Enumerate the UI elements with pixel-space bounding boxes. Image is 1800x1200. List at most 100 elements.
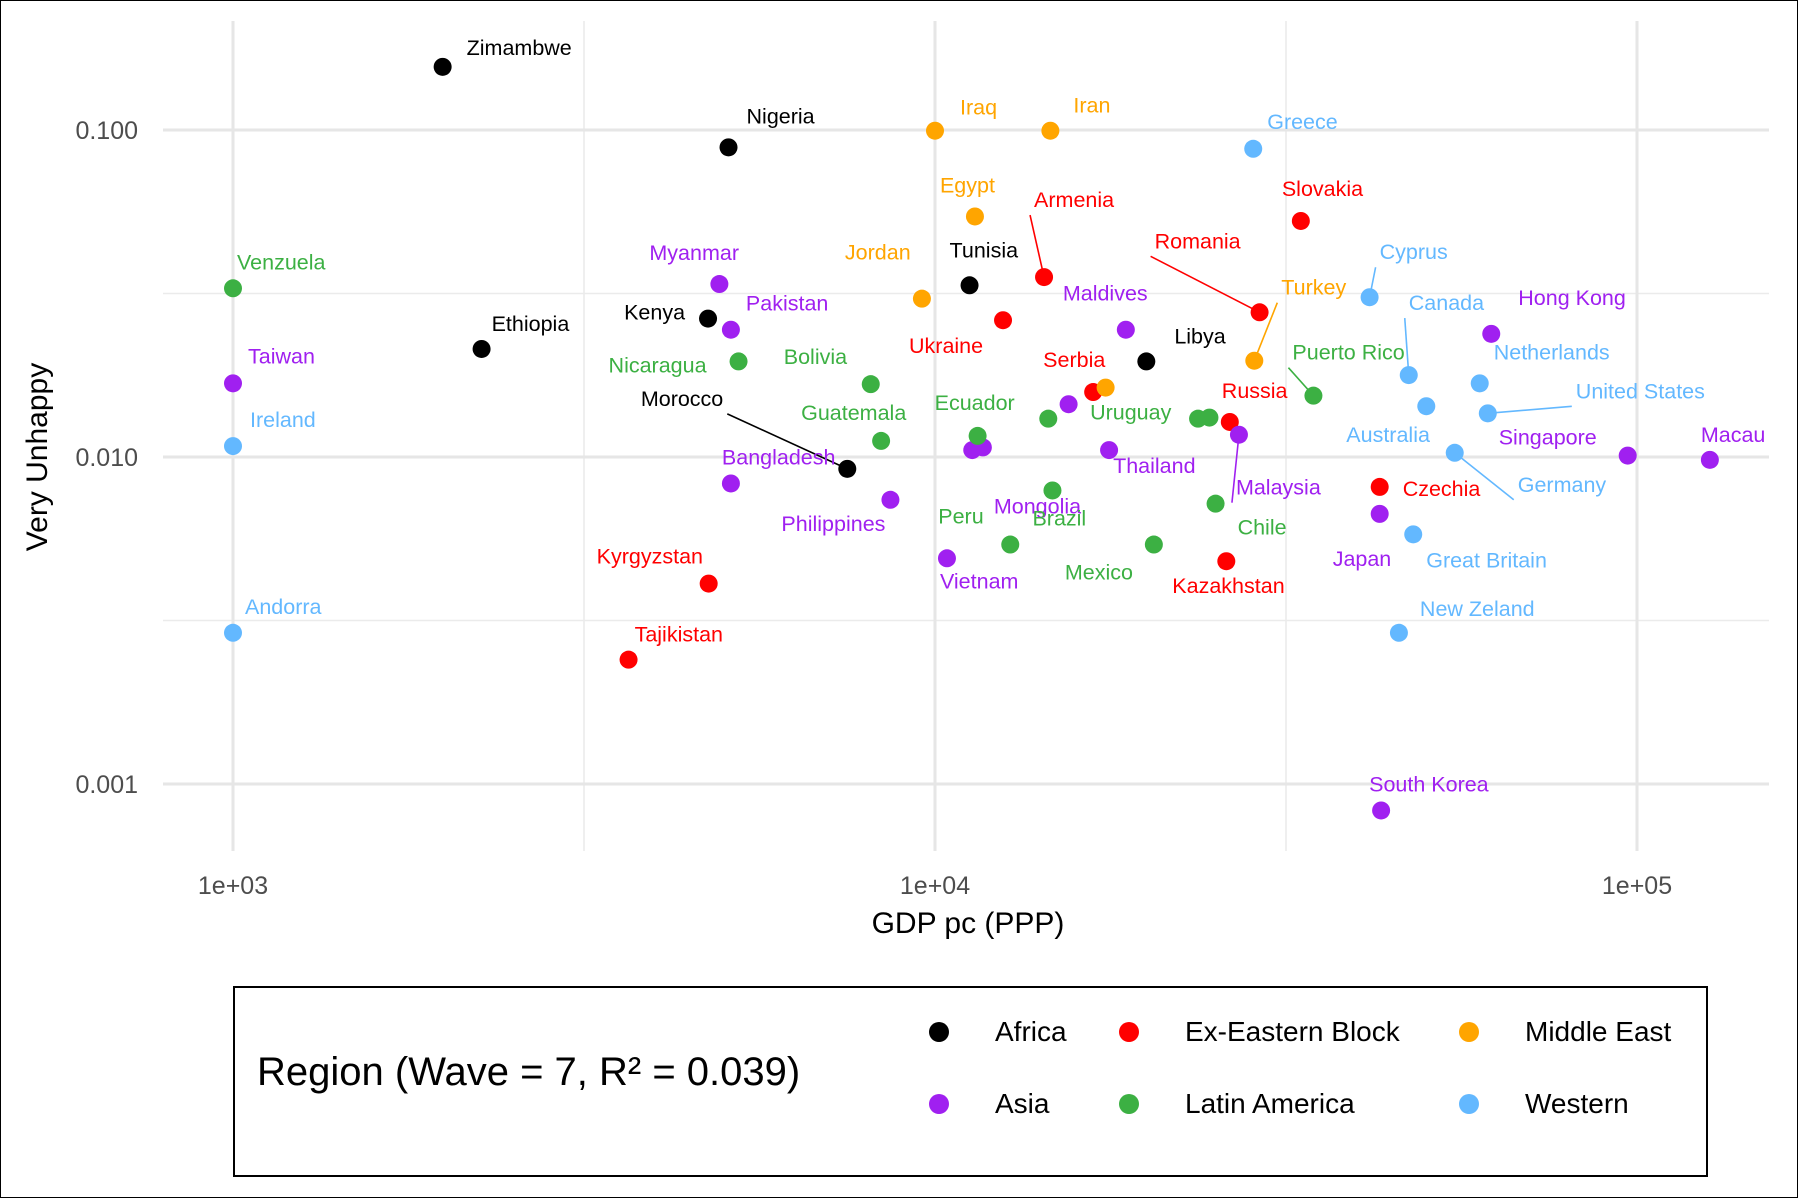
- legend-item-ex-eastern-block: Ex-Eastern Block: [1119, 1012, 1400, 1052]
- point-pakistan: [721, 320, 740, 339]
- point-chile: [1206, 494, 1225, 513]
- point-netherlands: [1470, 374, 1489, 393]
- point-puerto-rico: [1304, 386, 1323, 405]
- legend-label-latin-america: Latin America: [1185, 1088, 1355, 1119]
- label-pakistan: Pakistan: [746, 292, 828, 316]
- point-taiwan: [224, 374, 242, 393]
- x-tick-label: 1e+04: [900, 872, 970, 900]
- grid-major: [163, 21, 1769, 851]
- legend-item-latin-america: Latin America: [1119, 1084, 1355, 1124]
- label-puerto-rico: Puerto Rico: [1292, 341, 1404, 365]
- point-jordan: [912, 289, 931, 308]
- label-netherlands: Netherlands: [1494, 340, 1610, 364]
- point-united-states: [1478, 404, 1497, 423]
- label-zimambwe: Zimambwe: [467, 36, 572, 60]
- label-ukraine: Ukraine: [909, 334, 983, 358]
- point-turkey: [1245, 351, 1264, 370]
- point-iraq: [926, 121, 944, 140]
- point-new-zeland: [1389, 623, 1408, 642]
- point-australia: [1417, 397, 1436, 416]
- legend: Region (Wave = 7, R² = 0.039) Africa Ex-…: [233, 986, 1708, 1177]
- label-bolivia: Bolivia: [784, 345, 847, 369]
- point-libya: [1137, 352, 1156, 371]
- point-thailand: [1100, 441, 1119, 460]
- label-ethiopia: Ethiopia: [492, 312, 570, 336]
- point-asia: [1059, 395, 1078, 414]
- point-kenya: [699, 309, 718, 328]
- label-philippines: Philippines: [781, 512, 885, 536]
- data-points: [224, 57, 1719, 820]
- point-armenia: [1035, 268, 1054, 287]
- point-romania: [1250, 303, 1269, 322]
- x-tick-label: 1e+05: [1602, 872, 1672, 900]
- label-tajikistan: Tajikistan: [635, 623, 723, 647]
- point-brazil: [1043, 481, 1062, 500]
- point-egypt: [965, 207, 984, 226]
- label-great-britain: Great Britain: [1426, 548, 1547, 572]
- label-south-korea: South Korea: [1369, 772, 1489, 796]
- label-mongolia: Mongolia: [994, 494, 1081, 518]
- label-jordan: Jordan: [845, 241, 911, 265]
- point-ecuador: [968, 426, 987, 445]
- point-germany: [1445, 443, 1464, 462]
- leader-morocco: [726, 413, 848, 470]
- point-kazakhstan: [1217, 552, 1236, 571]
- point-middle-east: [1096, 378, 1115, 397]
- point-guatemala: [872, 431, 891, 450]
- point-czechia: [1370, 477, 1389, 496]
- label-czechia: Czechia: [1403, 477, 1481, 501]
- point-cyprus: [1360, 288, 1379, 307]
- label-russia: Russia: [1222, 379, 1288, 403]
- label-uruguay: Uruguay: [1090, 401, 1172, 425]
- legend-item-middle-east: Middle East: [1459, 1012, 1671, 1052]
- point-tunisia: [960, 276, 979, 295]
- label-ecuador: Ecuador: [935, 391, 1015, 415]
- leader-armenia: [1029, 214, 1045, 278]
- label-libya: Libya: [1174, 324, 1225, 348]
- y-axis-title: Very Unhappy: [21, 363, 54, 551]
- label-guatemala: Guatemala: [801, 401, 906, 425]
- point-japan: [1370, 504, 1389, 523]
- x-axis-ticks: 1e+03 1e+04 1e+05: [198, 872, 1672, 900]
- label-mexico: Mexico: [1065, 561, 1133, 585]
- point-mexico: [1144, 535, 1163, 554]
- label-germany: Germany: [1518, 473, 1607, 497]
- label-canada: Canada: [1409, 291, 1484, 315]
- point-morocco: [838, 459, 857, 478]
- leader-canada: [1403, 318, 1410, 376]
- label-egypt: Egypt: [940, 173, 995, 197]
- point-ukraine: [994, 311, 1013, 330]
- label-greece: Greece: [1267, 110, 1338, 134]
- label-maldives: Maldives: [1063, 282, 1148, 306]
- legend-label-africa: Africa: [995, 1016, 1067, 1047]
- point-south-korea: [1372, 801, 1391, 820]
- label-armenia: Armenia: [1034, 188, 1114, 212]
- point-maldives: [1116, 320, 1135, 339]
- point-bangladesh: [721, 474, 740, 493]
- label-bangladesh: Bangladesh: [722, 445, 836, 469]
- label-taiwan: Taiwan: [248, 344, 315, 368]
- leader-romania: [1150, 255, 1260, 314]
- y-axis-ticks: 0.001 0.010 0.100: [75, 117, 138, 799]
- label-turkey: Turkey: [1281, 276, 1346, 300]
- x-tick-label: 1e+03: [198, 872, 268, 900]
- label-kyrgyzstan: Kyrgyzstan: [597, 545, 703, 569]
- label-romania: Romania: [1155, 229, 1241, 253]
- label-new-zeland: New Zeland: [1420, 597, 1535, 621]
- legend-item-western: Western: [1459, 1084, 1629, 1124]
- legend-item-africa: Africa: [929, 1012, 1067, 1052]
- point-hong-kong: [1482, 324, 1501, 343]
- label-malaysia: Malaysia: [1236, 476, 1321, 500]
- leader-turkey: [1253, 302, 1279, 362]
- point-kyrgyzstan: [699, 574, 718, 593]
- label-myanmar: Myanmar: [649, 241, 739, 265]
- label-singapore: Singapore: [1499, 426, 1597, 450]
- legend-swatch-middle-east: [1459, 1022, 1479, 1042]
- label-australia: Australia: [1346, 423, 1430, 447]
- legend-label-ex-eastern-block: Ex-Eastern Block: [1185, 1016, 1400, 1047]
- point-ireland: [224, 437, 242, 456]
- point-canada: [1399, 366, 1418, 385]
- leader-united-states: [1487, 405, 1572, 415]
- label-ireland: Ireland: [250, 408, 316, 432]
